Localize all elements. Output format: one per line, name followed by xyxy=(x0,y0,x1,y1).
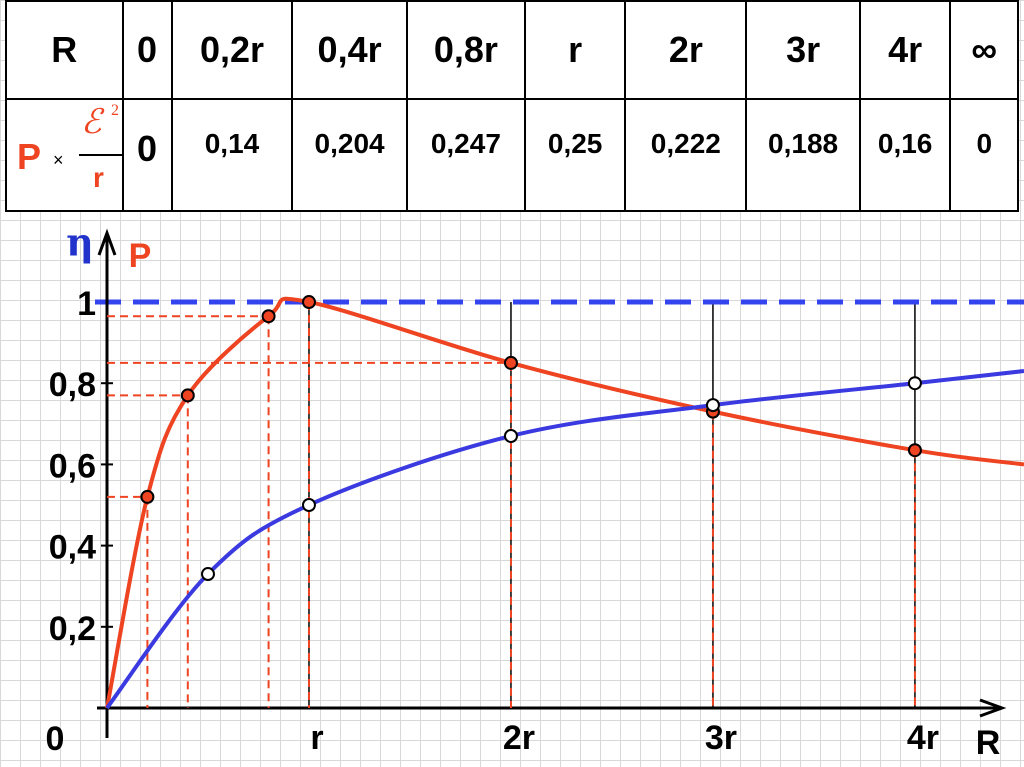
header-cell: 4r xyxy=(858,0,952,100)
header-cell: 0,8r xyxy=(405,0,526,100)
header-cell: R xyxy=(5,0,124,100)
fraction-bar xyxy=(79,154,123,156)
series-line xyxy=(105,369,1024,710)
y-tick-label: 0,6 xyxy=(49,447,96,485)
header-row: R 0 0,2r 0,4r 0,8r r 2r 3r 4r ∞ xyxy=(5,0,1019,100)
y-axis-arrow xyxy=(97,228,117,256)
values-row: P × ℰ 2 r 0 0,14 0,204 0,247 0,25 0,222 0,188 0… xyxy=(5,98,1019,212)
header-cell: 0,4r xyxy=(291,0,408,100)
y-tick-label: 0,4 xyxy=(49,529,96,567)
data-point xyxy=(301,295,316,310)
exponent: 2 xyxy=(111,102,119,119)
value-cell: 0,14 xyxy=(170,98,294,212)
series-line xyxy=(105,296,1024,709)
data-point xyxy=(705,398,720,413)
y-tick-label: 0,2 xyxy=(49,610,96,648)
value-cell: 0,222 xyxy=(624,98,748,212)
header-cell: ∞ xyxy=(949,0,1019,100)
power-symbol: P xyxy=(17,136,42,177)
y-axis-label-power: P xyxy=(129,237,152,275)
value-cell: 0,247 xyxy=(405,98,526,212)
times-sign: × xyxy=(53,150,64,170)
data-point xyxy=(200,567,215,582)
value-cell: 0,204 xyxy=(291,98,408,212)
header-cell: 0,2r xyxy=(170,0,294,100)
value-cell: 0,25 xyxy=(523,98,627,212)
value-cell: 0 xyxy=(121,98,173,212)
header-cell: 0 xyxy=(121,0,173,100)
x-tick-label: 2r xyxy=(503,719,535,757)
data-point xyxy=(503,355,518,370)
power-table: R 0 0,2r 0,4r 0,8r r 2r 3r 4r ∞ P × ℰ 2 r 0 0,14 0,… xyxy=(5,0,1019,212)
x-tick-label: 4r xyxy=(907,719,939,757)
header-cell: r xyxy=(523,0,627,100)
data-point xyxy=(907,376,922,391)
value-cell: 0 xyxy=(949,98,1019,212)
data-point xyxy=(907,443,922,458)
data-point xyxy=(180,388,195,403)
data-point xyxy=(140,489,155,504)
value-cell: 0,188 xyxy=(745,98,861,212)
x-tick-label: r xyxy=(310,719,323,757)
emf-symbol: ℰ xyxy=(81,104,102,141)
value-cell: 0,16 xyxy=(858,98,952,212)
data-point xyxy=(503,428,518,443)
row-label: P × ℰ 2 r xyxy=(5,98,124,212)
y-axis-label: η xyxy=(66,220,94,265)
data-point xyxy=(261,309,276,324)
header-cell: 3r xyxy=(745,0,861,100)
x-axis-label: R xyxy=(976,724,1001,762)
header-cell: 2r xyxy=(624,0,748,100)
origin-label: 0 xyxy=(46,720,65,758)
data-point xyxy=(301,498,316,513)
y-tick-label: 0,8 xyxy=(49,366,96,404)
x-axis-arrow xyxy=(979,698,1007,718)
y-tick-label: 1 xyxy=(77,285,96,323)
denominator: r xyxy=(93,162,104,193)
x-tick-label: 3r xyxy=(705,719,737,757)
